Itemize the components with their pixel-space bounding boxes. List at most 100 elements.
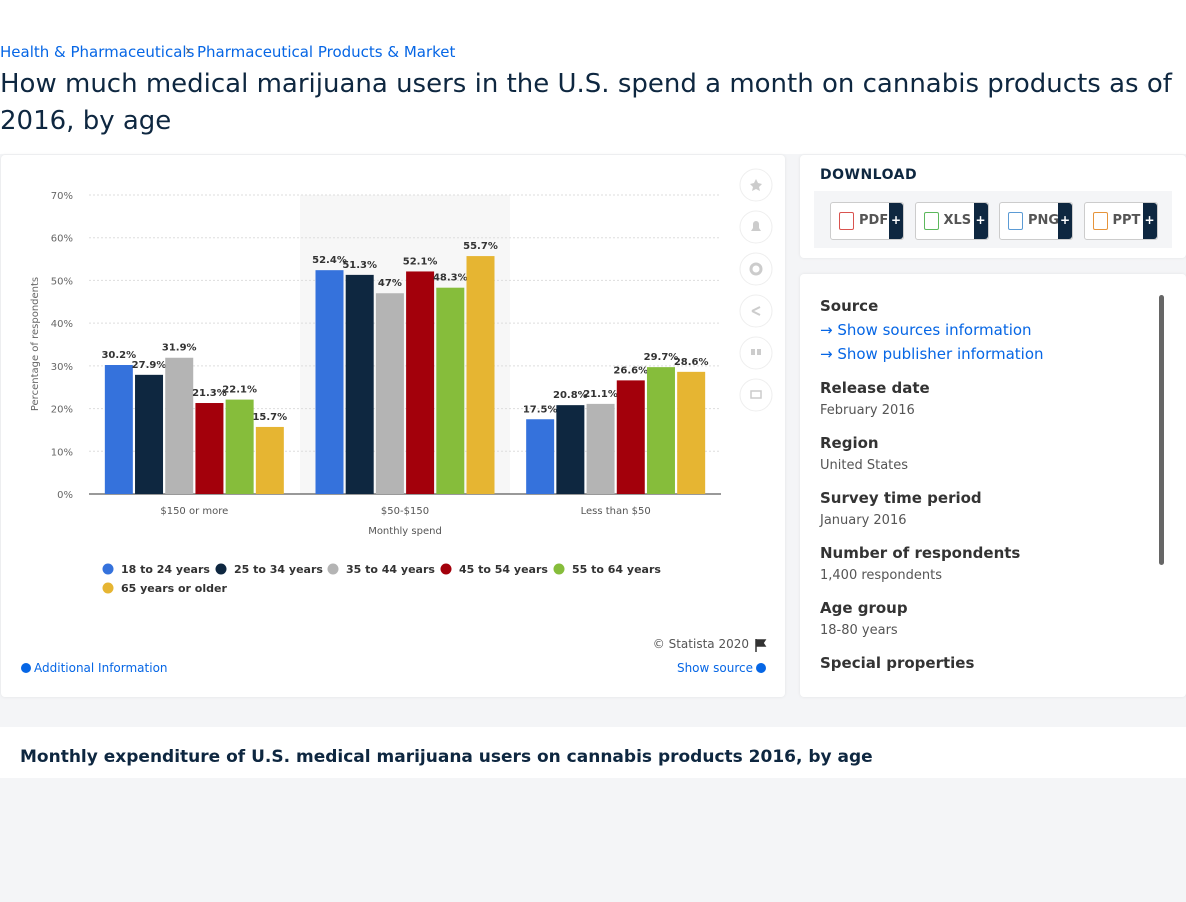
y-tick-label: 20% (51, 405, 73, 416)
footer-title: Monthly expenditure of U.S. medical mari… (20, 747, 873, 767)
bar (436, 287, 465, 494)
show-source-link[interactable]: Show source (677, 661, 753, 675)
detail-label: Release date (820, 379, 930, 397)
gear-icon (749, 262, 763, 276)
y-tick-label: 30% (51, 362, 73, 373)
data-label: 28.6% (674, 357, 709, 368)
legend-swatch (215, 563, 227, 575)
source-label: Source (820, 297, 879, 315)
info-icon[interactable] (756, 663, 766, 673)
bar (526, 419, 555, 494)
detail-label: Region (820, 434, 879, 452)
bar (406, 271, 435, 494)
bar (255, 426, 284, 494)
x-tick-label: $150 or more (160, 506, 228, 517)
bar (135, 374, 164, 494)
legend-label: 55 to 64 years (572, 563, 661, 576)
legend-swatch (440, 563, 452, 575)
bar (646, 367, 675, 494)
legend-label: 25 to 34 years (234, 563, 323, 576)
y-tick-label: 10% (51, 447, 73, 458)
bar (315, 270, 344, 494)
share-button[interactable] (739, 294, 773, 328)
y-tick-label: 70% (51, 191, 73, 202)
breadcrumb-separator: › (185, 43, 191, 59)
scrollbar[interactable] (1159, 295, 1164, 565)
bar (556, 405, 585, 494)
download-format[interactable]: PDF (859, 213, 889, 228)
info-icon[interactable] (21, 663, 31, 673)
download-plus[interactable]: + (1142, 203, 1157, 239)
publisher-link-text[interactable]: Show publisher information (837, 345, 1044, 363)
quote-icon (757, 349, 761, 355)
data-label: 51.3% (342, 260, 377, 271)
breadcrumb-link[interactable]: Health & Pharmaceuticals (0, 43, 195, 61)
data-label: 52.4% (312, 255, 347, 266)
legend-label: 45 to 54 years (459, 563, 548, 576)
download-button[interactable]: PPT + (1083, 202, 1158, 240)
settings-button[interactable] (739, 252, 773, 286)
bar (466, 256, 495, 494)
detail-value: 1,400 respondents (820, 568, 942, 583)
bar (195, 403, 224, 494)
data-label: 31.9% (162, 343, 197, 354)
download-plus[interactable]: + (973, 203, 988, 239)
download-heading: DOWNLOAD (820, 167, 918, 183)
data-label: 52.1% (403, 256, 438, 267)
detail-label: Age group (820, 599, 908, 617)
detail-value: February 2016 (820, 403, 915, 418)
printer-icon (750, 390, 762, 399)
download-button[interactable]: PDF + (830, 202, 904, 240)
page-title: How much medical marijuana users in the … (0, 69, 1172, 136)
bar (104, 365, 133, 494)
download-plus[interactable]: + (889, 203, 903, 239)
legend-label: 18 to 24 years (121, 563, 210, 576)
detail-value: 18-80 years (820, 623, 898, 638)
chart: Percentage of respondents Monthly spend … (21, 168, 773, 675)
y-tick-label: 50% (51, 276, 73, 287)
data-label: 21.1% (583, 389, 618, 400)
download-button[interactable]: XLS + (914, 202, 989, 240)
file-icon (839, 212, 854, 230)
breadcrumb-link[interactable]: Pharmaceutical Products & Market (197, 43, 456, 61)
file-icon (923, 212, 939, 230)
credit: © Statista 2020 (653, 637, 749, 651)
download-button[interactable]: PNG + (999, 202, 1073, 240)
y-axis-label: Percentage of respondents (30, 277, 41, 411)
legend-label: 65 years or older (121, 582, 227, 595)
download-plus[interactable]: + (1058, 203, 1072, 239)
x-tick-label: Less than $50 (581, 506, 651, 517)
bar (375, 293, 404, 494)
bar (225, 399, 254, 494)
bar (165, 357, 194, 494)
publisher-link[interactable]: → Show publisher information (820, 345, 1044, 363)
download-format[interactable]: XLS (943, 213, 972, 228)
y-tick-label: 60% (51, 234, 73, 245)
cite-button[interactable] (739, 336, 773, 370)
quote-icon (751, 349, 755, 355)
detail-label: Survey time period (820, 489, 982, 507)
data-label: 21.3% (192, 388, 227, 399)
data-label: 47% (378, 278, 402, 289)
legend-swatch (102, 563, 114, 575)
data-label: 22.1% (222, 385, 257, 396)
additional-info-link[interactable]: Additional Information (34, 661, 168, 675)
source-link-text[interactable]: Show sources information (837, 321, 1032, 339)
data-label: 17.5% (523, 404, 558, 415)
data-label: 55.7% (463, 241, 498, 252)
source-link[interactable]: → Show sources information (820, 321, 1032, 339)
flag-icon[interactable] (755, 639, 767, 652)
footer-band: Monthly expenditure of U.S. medical mari… (0, 727, 1186, 778)
bell-icon (751, 221, 761, 231)
header: Health & Pharmaceuticals › Pharmaceutica… (0, 0, 1186, 154)
star-icon (750, 179, 762, 191)
download-format[interactable]: PPT (1112, 213, 1141, 228)
data-label: 20.8% (553, 390, 588, 401)
data-label: 30.2% (101, 350, 136, 361)
legend-swatch (102, 582, 114, 594)
download-format[interactable]: PNG (1028, 213, 1060, 228)
print-button[interactable] (739, 378, 773, 412)
bar (677, 371, 706, 494)
x-tick-label: $50-$150 (381, 506, 429, 517)
